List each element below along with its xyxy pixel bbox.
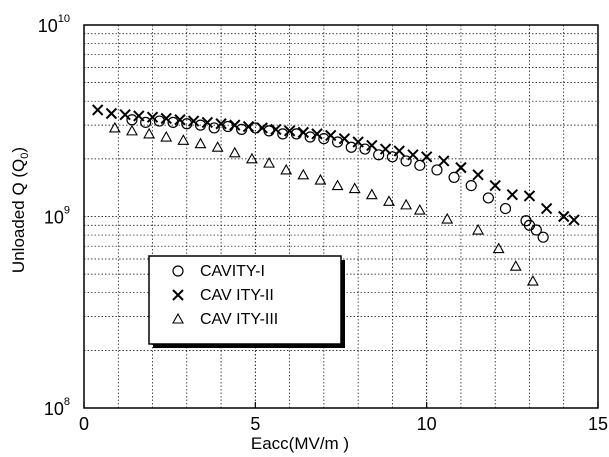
cavity-i-point [448, 171, 460, 184]
cavity-iii-point [280, 163, 293, 175]
cavity-iii-point [160, 130, 173, 142]
cavity-iii-point [245, 152, 258, 164]
cavity-iii-point [413, 203, 426, 215]
legend-label: CAV ITY-II [200, 287, 274, 304]
cavity-ii-point [558, 210, 570, 223]
legend-marker-x [172, 289, 184, 301]
cavity-ii-point [489, 179, 501, 192]
cavity-ii-point [438, 155, 450, 167]
cavity-iii-point [509, 260, 522, 271]
legend-box [148, 255, 342, 345]
cavity-iii-point [177, 134, 190, 145]
cavity-ii-point [105, 107, 118, 120]
cavity-i-point [530, 224, 542, 236]
cavity-ii-point [325, 129, 337, 142]
y-tick-label: 109 [44, 205, 70, 228]
x-tick-label: 5 [250, 414, 260, 434]
legend-marker-triangle [172, 312, 184, 324]
data-marks [91, 104, 580, 286]
plot-frame [83, 24, 599, 409]
cavity-ii-point [407, 149, 419, 161]
cavity-i-point [537, 231, 549, 243]
cavity-ii-point [420, 151, 433, 163]
cavity-iii-point [331, 179, 344, 191]
cavity-ii-point [338, 132, 351, 145]
cavity-iii-point [365, 188, 378, 200]
cavity-ii-point [119, 109, 131, 121]
cavity-ii-point [393, 145, 405, 157]
cavity-ii-point [283, 125, 296, 137]
cavity-i-point [208, 122, 220, 134]
cavity-i-point [359, 143, 371, 155]
cavity-iii-point [143, 127, 156, 139]
x-tick-label: 15 [588, 414, 608, 434]
cavity-ii-point [366, 139, 378, 152]
x-axis-label: Eacc(MV/m ) [251, 434, 349, 453]
x-tick-label: 0 [79, 414, 89, 434]
cavity-ii-point [506, 188, 519, 201]
cavity-ii-point [379, 143, 392, 155]
cavity-iii-point [194, 137, 207, 149]
grid [84, 25, 598, 408]
cavity-ii-point [297, 126, 310, 139]
legend-marker-circle [172, 265, 184, 277]
cavity-ii-point [352, 136, 364, 148]
cavity-iii-point [211, 141, 224, 152]
cavity-iii-point [441, 212, 454, 224]
cavity-i-point [386, 151, 398, 163]
cavity-ii-point [540, 202, 553, 215]
cavity-iii-point [383, 195, 395, 206]
legend-label: CAV ITY-III [200, 311, 278, 328]
cavity-iii-point [400, 198, 413, 210]
cavity-ii-point [256, 122, 268, 134]
cavity-iii-point [297, 168, 310, 180]
cavity-iii-point [492, 242, 505, 254]
cavity-ii-point [311, 128, 323, 140]
cavity-i-point [431, 164, 443, 176]
cavity-iii-point [526, 274, 539, 286]
cavity-ii-point [523, 190, 536, 202]
cavity-ii-point [568, 214, 580, 226]
cavity-i-point [331, 136, 344, 148]
cavity-i-point [140, 116, 152, 129]
cavity-ii-point [160, 112, 172, 125]
y-tick-label: 108 [44, 396, 70, 419]
cavity-iii-point [472, 223, 485, 235]
cavity-ii-point [215, 118, 227, 130]
cavity-ii-point [455, 161, 467, 174]
cavity-ii-point [201, 116, 214, 129]
cavity-iii-point [348, 182, 361, 194]
y-tick-label: 1010 [38, 13, 70, 36]
cavity-ii-point [146, 111, 159, 123]
cavity-ii-point [91, 104, 104, 116]
x-tick-label: 10 [417, 414, 437, 434]
cavity-ii-point [270, 123, 282, 136]
cavity-iii-point [228, 146, 241, 158]
cavity-iii-point [263, 156, 275, 168]
cavity-i-point [465, 179, 477, 192]
cavity-i-point [345, 141, 357, 153]
cavity-i-point [373, 149, 385, 161]
legend: CAVITY-I CAV ITY-II CAV ITY-III [148, 255, 345, 348]
tick-labels: 0 5 10 15 108 109 1010 [38, 13, 608, 434]
cavity-iii-point [108, 121, 121, 133]
cavity-iii-point [126, 124, 138, 136]
cavity-ii-point [242, 120, 255, 133]
cavity-ii-point [472, 169, 484, 181]
cavity-i-point [482, 192, 494, 204]
cavity-ii-point [174, 114, 186, 126]
cavity-ii-point [133, 110, 145, 122]
cavity-ii-point [187, 115, 200, 127]
cavity-i-point [400, 155, 412, 167]
legend-label: CAVITY-I [200, 263, 265, 280]
y-axis-label: Unloaded Q (Q0) [9, 147, 31, 273]
cavity-i-point [414, 159, 426, 171]
cavity-i-point [499, 202, 512, 215]
cavity-ii-point [229, 119, 241, 131]
cavity-iii-point [314, 173, 327, 185]
